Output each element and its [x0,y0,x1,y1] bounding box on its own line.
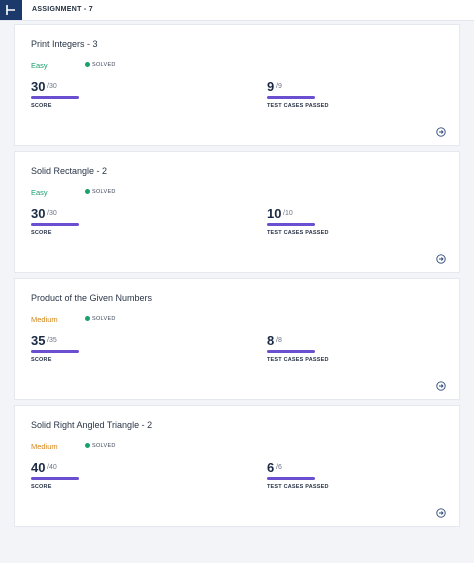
problem-title: Solid Rectangle - 2 [31,166,108,176]
tests-label: TEST CASES PASSED [267,484,329,490]
score-total: /30 [47,210,57,217]
tests-value: 9 [267,79,275,94]
difficulty: Easy [31,61,48,70]
arrow-icon [436,381,446,391]
score-bar [31,350,79,353]
tests-bar [267,223,315,226]
score-value: 40 [31,460,46,475]
assignment-title: ASSIGNMENT - 7 [32,6,93,13]
open-button[interactable] [436,251,446,264]
score-label: SCORE [31,103,52,109]
difficulty: Medium [31,315,58,324]
problem-card: Solid Rectangle - 2 Easy SOLVED 30/30 SCORE 1… [14,151,460,273]
arrow-icon [436,254,446,264]
tests-value: 8 [267,333,275,348]
tests-value: 6 [267,460,275,475]
logo-icon [6,5,15,15]
tests-bar [267,96,315,99]
arrow-icon [436,508,446,518]
status: SOLVED [92,62,116,68]
status: SOLVED [92,316,116,322]
tests-total: /8 [276,337,282,344]
status-dot [85,189,90,194]
score-bar [31,477,79,480]
problem-card: Solid Right Angled Triangle - 2 Medium SOL… [14,405,460,527]
score-metric: 30/30 SCORE [31,206,151,246]
logo[interactable] [0,0,22,20]
score-total: /30 [47,83,57,90]
open-button[interactable] [436,124,446,137]
open-button[interactable] [436,378,446,391]
difficulty: Medium [31,442,58,451]
score-value: 30 [31,206,46,221]
tests-bar [267,477,315,480]
tests-bar [267,350,315,353]
tests-metric: 8/8 TEST CASES PASSED [267,333,387,373]
arrow-icon [436,127,446,137]
tests-metric: 9/9 TEST CASES PASSED [267,79,387,119]
tests-total: /10 [283,210,293,217]
problem-card: Product of the Given Numbers Medium SOLVED… [14,278,460,400]
tests-metric: 6/6 TEST CASES PASSED [267,460,387,500]
open-button[interactable] [436,505,446,518]
tests-total: /9 [276,83,282,90]
problem-title: Product of the Given Numbers [31,293,153,303]
tests-label: TEST CASES PASSED [267,357,329,363]
top-bar: ASSIGNMENT - 7 [0,0,474,21]
score-bar [31,96,79,99]
status: SOLVED [92,189,116,195]
status-dot [85,316,90,321]
score-total: /35 [47,337,57,344]
status-dot [85,443,90,448]
score-metric: 30/30 SCORE [31,79,151,119]
score-value: 35 [31,333,46,348]
score-label: SCORE [31,230,52,236]
difficulty: Easy [31,188,48,197]
score-metric: 35/35 SCORE [31,333,151,373]
problem-title: Solid Right Angled Triangle - 2 [31,420,153,430]
score-label: SCORE [31,357,52,363]
score-bar [31,223,79,226]
score-label: SCORE [31,484,52,490]
tests-label: TEST CASES PASSED [267,230,329,236]
tests-label: TEST CASES PASSED [267,103,329,109]
problem-title: Print Integers - 3 [31,39,98,49]
score-value: 30 [31,79,46,94]
tests-value: 10 [267,206,282,221]
status: SOLVED [92,443,116,449]
tests-total: /6 [276,464,282,471]
score-total: /40 [47,464,57,471]
status-dot [85,62,90,67]
problem-card: Print Integers - 3 Easy SOLVED 30/30 SCORE 9/… [14,24,460,146]
tests-metric: 10/10 TEST CASES PASSED [267,206,387,246]
score-metric: 40/40 SCORE [31,460,151,500]
